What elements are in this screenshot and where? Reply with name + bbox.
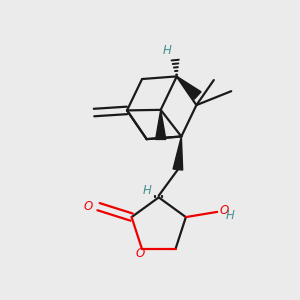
Polygon shape	[177, 76, 201, 99]
Text: O: O	[220, 204, 229, 217]
Text: H: H	[226, 209, 235, 222]
Polygon shape	[156, 110, 166, 140]
Text: O: O	[136, 247, 145, 260]
Text: O: O	[84, 200, 93, 213]
Text: H: H	[163, 44, 171, 57]
Polygon shape	[173, 136, 183, 170]
Text: H: H	[142, 184, 151, 197]
